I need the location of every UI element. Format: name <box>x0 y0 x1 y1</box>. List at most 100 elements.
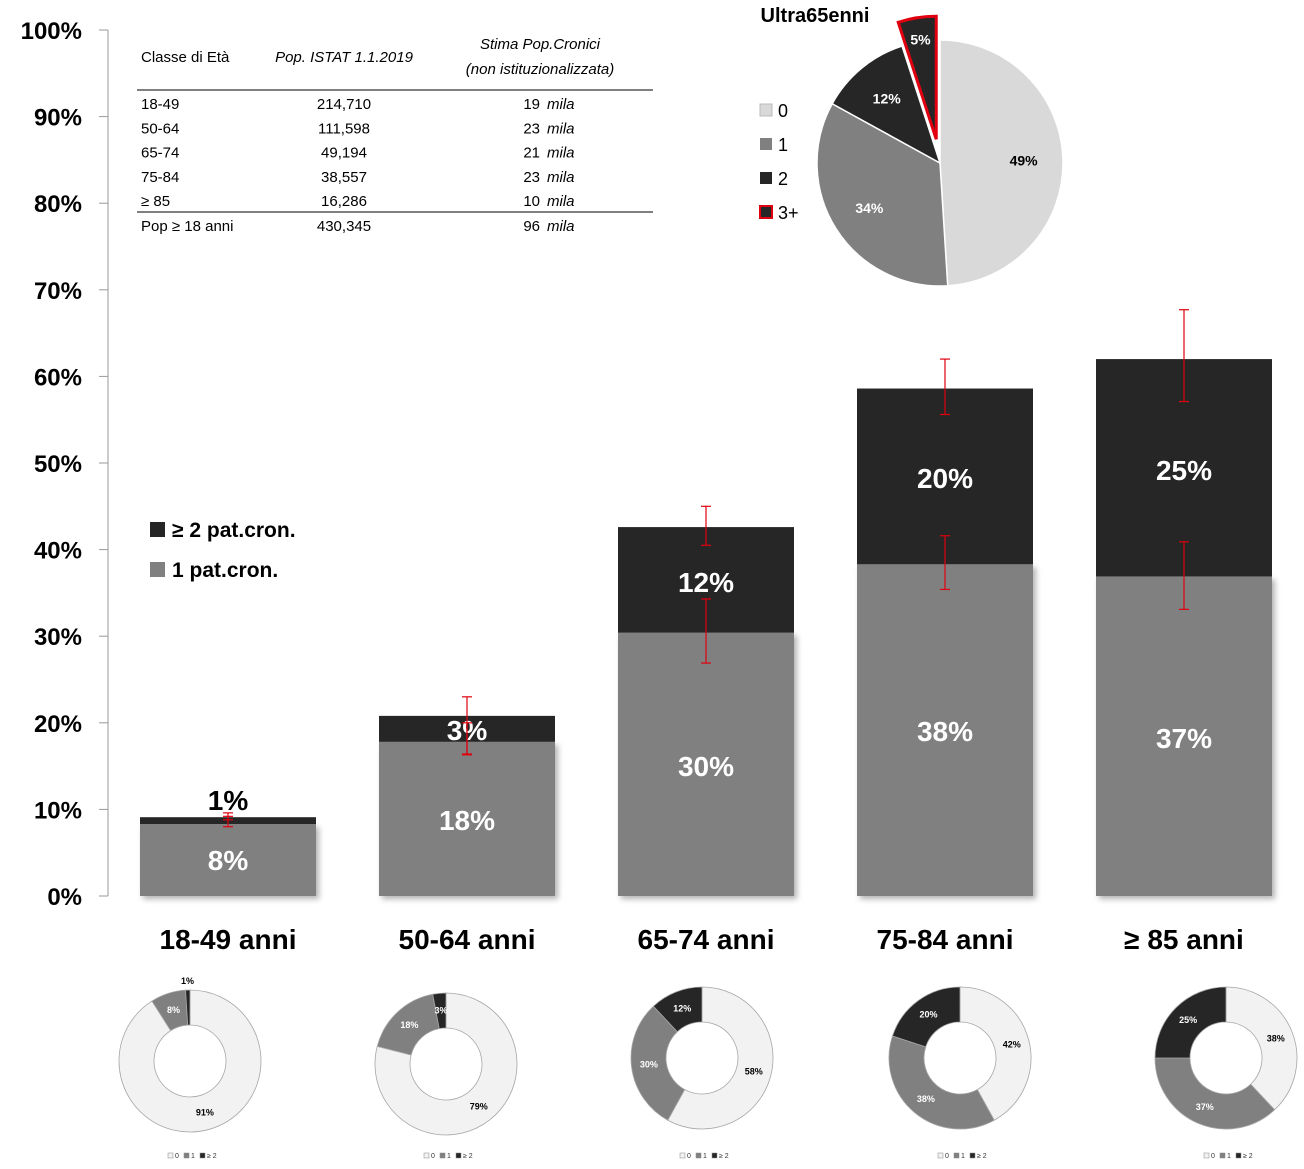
legend-swatch <box>150 522 165 537</box>
donut-legend-swatch <box>695 1152 702 1159</box>
table-cell: mila <box>547 96 575 113</box>
data-label-one-chronic: 38% <box>917 716 973 747</box>
donut-legend-swatch <box>199 1152 206 1159</box>
pie-legend-swatch <box>759 205 773 219</box>
donut-segment <box>118 989 262 1133</box>
data-label-one-chronic: 37% <box>1156 723 1212 754</box>
donut-legend-swatch <box>969 1152 976 1159</box>
donut-legend-swatch <box>423 1152 430 1159</box>
table-cell: ≥ 85 <box>141 193 170 210</box>
data-label-two-plus-chronic: 25% <box>1156 455 1212 486</box>
data-label-one-chronic: 18% <box>439 805 495 836</box>
donut-legend-label: 1 <box>703 1153 707 1160</box>
donut-segment-label: 18% <box>400 1020 418 1030</box>
donut-legend-swatch <box>711 1152 718 1159</box>
table-header: Stima Pop.Cronici <box>480 36 601 53</box>
pie-legend-label: 0 <box>778 101 788 121</box>
table-cell: 38,557 <box>321 169 367 186</box>
table-cell: mila <box>547 193 575 210</box>
table-cell: mila <box>547 120 575 137</box>
donut-segment-label: 79% <box>470 1101 488 1111</box>
donut-legend-label: 0 <box>945 1153 949 1160</box>
table-cell: 21 <box>523 145 540 162</box>
pie-legend-label: 1 <box>778 135 788 155</box>
y-tick-label: 10% <box>34 797 82 824</box>
bar-segment-two-plus-chronic <box>857 388 1033 565</box>
pie-slice-label: 49% <box>1010 152 1039 168</box>
donut-chart: 91% 8% 1% 0 1 ≥ 2 <box>118 976 262 1160</box>
donut-segment <box>1225 986 1298 1111</box>
donut-segment-label: 37% <box>1196 1102 1214 1112</box>
pie-slice-label: 34% <box>855 200 884 216</box>
donut-segment-label: 8% <box>167 1005 180 1015</box>
table-cell: 19 <box>523 96 540 113</box>
donut-segment <box>374 992 518 1136</box>
table-cell: 18-49 <box>141 96 179 113</box>
donut-legend-label: 0 <box>1211 1153 1215 1160</box>
y-tick-label: 20% <box>34 711 82 738</box>
bar-segment-one-chronic <box>1096 576 1272 896</box>
table-cell: mila <box>547 169 575 186</box>
donut-segment <box>652 986 703 1033</box>
donut-segment-label: 30% <box>640 1060 658 1070</box>
table-cell: 50-64 <box>141 120 179 137</box>
table-header: Pop. ISTAT 1.1.2019 <box>275 49 414 66</box>
table-cell: 75-84 <box>141 169 179 186</box>
donut-segment <box>185 989 191 1026</box>
y-tick-label: 0% <box>47 884 82 911</box>
pie-slice <box>939 39 1064 287</box>
donut-legend-label: 0 <box>175 1153 179 1160</box>
donut-legend-label: 0 <box>431 1153 435 1160</box>
table-cell: 214,710 <box>317 96 371 113</box>
pie-legend-label: 2 <box>778 169 788 189</box>
table-total-cell: 430,345 <box>317 218 371 235</box>
donut-segment-label: 58% <box>745 1066 763 1076</box>
pie-title: Ultra65enni <box>761 5 870 27</box>
bar-segment-one-chronic <box>618 632 794 896</box>
pie-slice-label: 5% <box>910 32 931 48</box>
donut-segment-label: 1% <box>181 976 194 986</box>
table-total-cell: Pop ≥ 18 anni <box>141 218 233 235</box>
donut-legend-label: ≥ 2 <box>207 1153 217 1160</box>
donut-legend-label: 1 <box>191 1153 195 1160</box>
y-tick-label: 50% <box>34 451 82 478</box>
pie-slice <box>831 45 942 165</box>
data-label-two-plus-chronic: 12% <box>678 567 734 598</box>
donut-legend-label: ≥ 2 <box>463 1153 473 1160</box>
donut-segment-label: 12% <box>673 1003 691 1013</box>
bar-legend: ≥ 2 pat.cron. 1 pat.cron. <box>150 519 296 582</box>
donut-segment-label: 42% <box>1003 1040 1021 1050</box>
pie-slice-label: 12% <box>873 91 902 107</box>
donut-segment <box>667 986 774 1130</box>
pie-legend-swatch <box>760 172 772 184</box>
donut-legend-swatch <box>1235 1152 1242 1159</box>
table-cell: 111,598 <box>318 120 370 137</box>
donut-legend-swatch <box>439 1152 446 1159</box>
donut-legend-swatch <box>1219 1152 1226 1159</box>
table-header: Classe di Età <box>141 49 230 66</box>
age-donut-charts: 91%8%1%0 1 ≥ 279%18%3%0 1 ≥ 258%30%12%0 1 ≥ 24… <box>118 976 1298 1160</box>
legend-label: 1 pat.cron. <box>172 559 278 582</box>
donut-segment <box>630 1005 686 1121</box>
donut-legend-swatch <box>183 1152 190 1159</box>
donut-legend-label: 1 <box>961 1153 965 1160</box>
bar-segment-one-chronic <box>379 741 555 896</box>
y-tick-label: 90% <box>34 105 82 132</box>
donut-legend-swatch <box>455 1152 462 1159</box>
donut-chart: 58% 30% 12% 0 1 ≥ 2 <box>630 986 774 1160</box>
table-cell: 10 <box>523 193 540 210</box>
data-label-one-chronic: 30% <box>678 751 734 782</box>
y-tick-label: 100% <box>21 18 82 45</box>
y-tick-label: 70% <box>34 278 82 305</box>
donut-segment <box>959 986 1032 1121</box>
donut-segment-label: 3% <box>434 1006 447 1016</box>
category-label: 65-74 anni <box>638 924 775 955</box>
population-table: Classe di Età Pop. ISTAT 1.1.2019 Stima Po… <box>137 36 653 235</box>
data-label-two-plus-chronic: 1% <box>208 785 249 816</box>
data-label-one-chronic: 8% <box>208 845 249 876</box>
pie-legend-swatch <box>760 138 772 150</box>
table-total-cell: 96 <box>523 218 540 235</box>
category-label: 18-49 anni <box>160 924 297 955</box>
donut-segment <box>432 992 447 1030</box>
